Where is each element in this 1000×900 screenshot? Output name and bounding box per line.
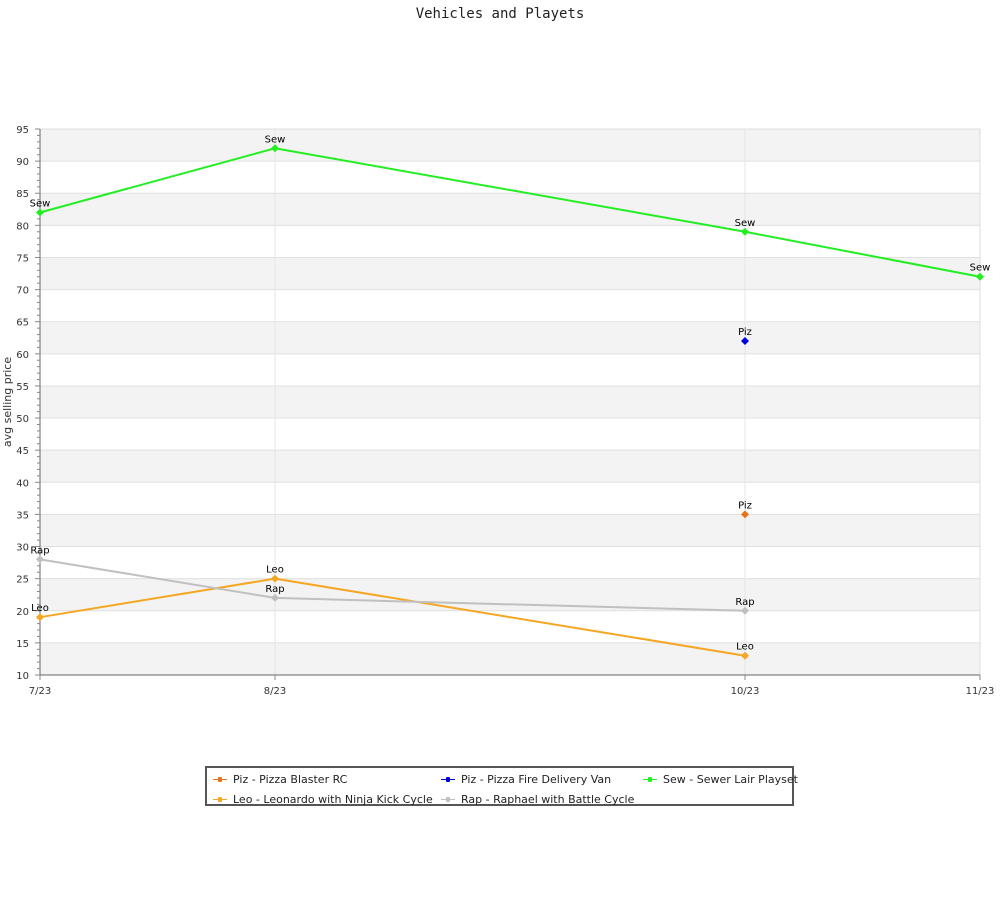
y-axis-label: avg selling price — [1, 357, 14, 447]
plot-grid — [39, 128, 981, 676]
legend-item: Leo - Leonardo with Ninja Kick Cycle — [213, 793, 433, 806]
data-point-label: Sew — [265, 134, 286, 145]
data-point — [271, 574, 279, 583]
legend-swatch-icon — [213, 775, 227, 785]
data-point-label: Rap — [30, 545, 49, 556]
y-tick-label: 30 — [16, 543, 29, 554]
legend-item: Piz - Pizza Blaster RC — [213, 773, 347, 786]
legend-swatch-icon — [213, 795, 227, 805]
grid-band — [40, 257, 980, 290]
data-point — [741, 510, 749, 519]
legend-label: Leo - Leonardo with Ninja Kick Cycle — [233, 793, 433, 806]
y-tick-label: 65 — [16, 318, 29, 329]
grid-band — [40, 642, 980, 675]
y-tick-label: 55 — [16, 382, 29, 393]
data-point — [741, 336, 749, 345]
data-point — [36, 555, 44, 564]
data-point-label: Rap — [735, 597, 754, 608]
x-tick-label: 11/23 — [966, 686, 995, 697]
legend-label: Piz - Pizza Fire Delivery Van — [461, 773, 612, 786]
legend-item: Sew - Sewer Lair Playset — [643, 773, 798, 786]
x-tick-label: 10/23 — [731, 686, 760, 697]
data-point-label: Rap — [265, 584, 284, 595]
data-point-label: Piz — [738, 500, 752, 511]
legend-swatch-icon — [643, 775, 657, 785]
legend-item: Piz - Pizza Fire Delivery Van — [441, 773, 611, 786]
legend: Piz - Pizza Blaster RC Piz - Pizza Fire D… — [205, 766, 798, 806]
grid-band — [40, 129, 980, 162]
y-tick-label: 85 — [16, 189, 29, 200]
y-tick-label: 45 — [16, 446, 29, 457]
data-point-label: Leo — [736, 642, 754, 653]
data-point — [976, 272, 984, 281]
data-point — [36, 208, 44, 217]
chart-title: Vehicles and Playets — [416, 6, 585, 22]
series-line — [39, 147, 981, 278]
data-point — [741, 651, 749, 660]
y-tick-label: 25 — [16, 575, 29, 586]
data-point-label: Leo — [31, 603, 49, 614]
plot-series — [36, 144, 984, 660]
legend-swatch-icon — [441, 795, 455, 805]
y-tick-label: 35 — [16, 510, 29, 521]
grid-band — [40, 578, 980, 611]
y-tick-label: 50 — [16, 414, 29, 425]
y-tick-label: 10 — [16, 671, 29, 682]
legend-label: Rap - Raphael with Battle Cycle — [461, 793, 635, 806]
grid-band — [40, 385, 980, 419]
y-tick-label: 60 — [16, 350, 29, 361]
data-point — [36, 613, 44, 622]
y-tick-label: 20 — [16, 607, 29, 618]
y-tick-label: 15 — [16, 639, 29, 650]
grid-band — [40, 193, 980, 226]
legend-item: Rap - Raphael with Battle Cycle — [441, 793, 634, 806]
x-tick-label: 7/23 — [29, 686, 51, 697]
y-tick-label: 90 — [16, 157, 29, 168]
legend-swatch-icon — [441, 775, 455, 785]
y-tick-label: 40 — [16, 478, 29, 489]
grid-band — [40, 450, 980, 483]
data-point-label: Piz — [738, 327, 752, 338]
y-tick-label: 70 — [16, 286, 29, 297]
data-point-label: Sew — [30, 199, 51, 210]
data-point-label: Sew — [735, 218, 756, 229]
plot-axes: 10 15 20 25 30 35 40 45 50 55 60 65 70 75 80 85 90 95 7/23… — [16, 125, 994, 697]
plot-bands — [40, 129, 980, 675]
legend-label: Piz - Pizza Blaster RC — [233, 773, 348, 786]
grid-band — [40, 321, 980, 354]
x-tick-label: 8/23 — [264, 686, 286, 697]
data-point — [271, 593, 279, 602]
y-tick-label: 95 — [16, 125, 29, 136]
data-point — [741, 606, 749, 615]
legend-label: Sew - Sewer Lair Playset — [663, 773, 798, 786]
y-tick-label: 80 — [16, 221, 29, 232]
data-point-label: Leo — [266, 565, 284, 576]
y-tick-label: 75 — [16, 253, 29, 264]
data-point — [271, 144, 279, 153]
data-point — [741, 227, 749, 236]
plot-labels: Piz Piz Sew Sew Sew Sew Leo Leo Leo Rap Rap Rap — [30, 134, 991, 652]
data-point-label: Sew — [970, 263, 991, 274]
grid-band — [40, 514, 980, 547]
